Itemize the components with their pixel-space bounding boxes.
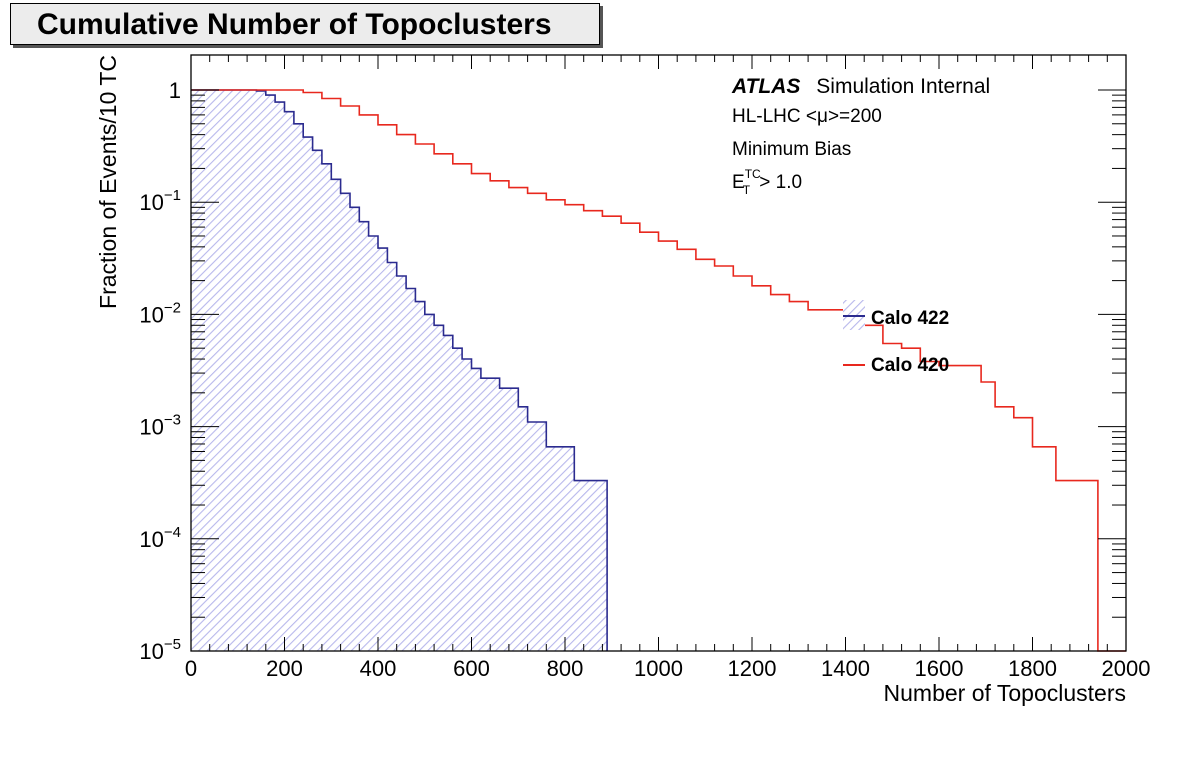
legend-item-calo-422: Calo 422: [843, 300, 949, 330]
et-e: E: [732, 172, 745, 193]
x-tick-label: 800: [547, 656, 584, 681]
y-tick-exponent: −3: [164, 412, 181, 429]
series-line-calo-420: [191, 89, 1126, 652]
x-tick-label: 1800: [1008, 656, 1057, 681]
y-tick-label: 10−4: [139, 524, 181, 552]
y-tick-exponent: −5: [164, 636, 181, 653]
y-tick-exponent: −4: [164, 524, 181, 541]
x-tick-label: 1600: [915, 656, 964, 681]
y-tick-label: 10−5: [139, 636, 181, 664]
x-tick-label: 400: [360, 656, 397, 681]
series-line-calo-422: [191, 89, 608, 651]
et-post: > 1.0: [754, 172, 802, 193]
y-tick-label: 10−2: [139, 299, 181, 327]
x-tick-label: 0: [185, 656, 197, 681]
y-tick-exponent: −1: [164, 187, 181, 204]
series-fill-calo-422: [191, 90, 608, 651]
y-tick-label: 10−3: [139, 412, 181, 440]
y-tick-base: 10: [139, 527, 163, 552]
y-tick-base: 1: [169, 78, 181, 103]
x-tick-label: 1200: [728, 656, 777, 681]
et-cut-label: ETC T > 1.0: [732, 167, 802, 197]
y-axis-label: Fraction of Events/10 TC: [95, 55, 121, 309]
x-tick-label: 1400: [821, 656, 870, 681]
y-tick-base: 10: [139, 302, 163, 327]
legend: Calo 422 Calo 420: [843, 300, 949, 376]
et-sub: T: [743, 183, 751, 197]
y-tick-base: 10: [139, 190, 163, 215]
y-tick-exponent: −2: [164, 299, 181, 316]
et-sup: TC: [745, 167, 761, 181]
x-tick-label: 600: [453, 656, 490, 681]
chart-title: Cumulative Number of Topoclusters: [37, 8, 552, 41]
y-tick-label: 10−1: [139, 187, 181, 215]
atlas-suffix: Simulation Internal: [816, 75, 990, 98]
conditions-label: HL-LHC <μ>=200: [732, 106, 882, 127]
atlas-label: ATLAS Simulation Internal: [731, 75, 990, 98]
legend-label-calo-422: Calo 422: [871, 308, 949, 329]
sample-label: Minimum Bias: [732, 139, 851, 160]
conditions-post: >=200: [828, 106, 882, 127]
y-tick-base: 10: [139, 415, 163, 440]
x-tick-label: 2000: [1102, 656, 1151, 681]
y-tick-base: 10: [139, 639, 163, 664]
legend-item-calo-420: Calo 420: [843, 355, 949, 376]
chart-title-box: Cumulative Number of Topoclusters: [10, 3, 600, 45]
y-tick-label: 1: [169, 78, 181, 103]
x-tick-label: 200: [266, 656, 303, 681]
atlas-logo-text: ATLAS: [731, 75, 800, 98]
mu-symbol: μ: [817, 106, 828, 127]
x-axis-label: Number of Topoclusters: [884, 680, 1126, 706]
legend-label-calo-420: Calo 420: [871, 355, 949, 376]
conditions-pre: HL-LHC <: [732, 106, 817, 127]
x-tick-label: 1000: [634, 656, 683, 681]
